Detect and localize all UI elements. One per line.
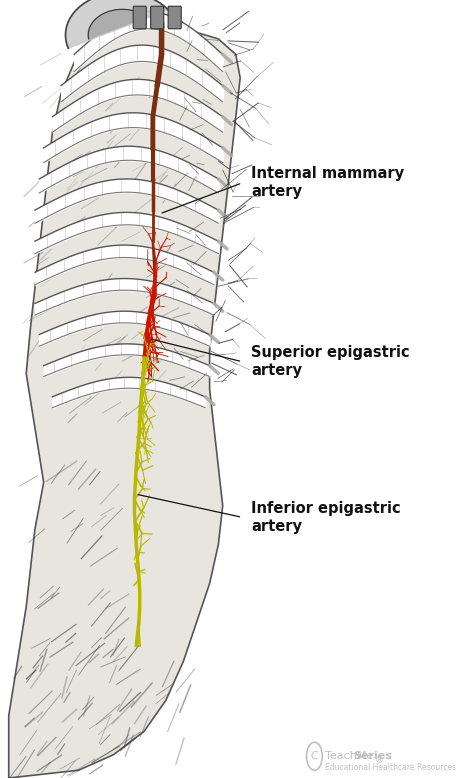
Text: Internal mammary
artery: Internal mammary artery	[251, 166, 404, 199]
Polygon shape	[65, 0, 168, 48]
Text: TeachMe: TeachMe	[325, 752, 374, 761]
FancyBboxPatch shape	[168, 6, 181, 29]
Text: Superior epigastric
artery: Superior epigastric artery	[251, 345, 410, 378]
Text: C: C	[311, 752, 318, 761]
Text: Inferior epigastric
artery: Inferior epigastric artery	[251, 501, 401, 534]
Polygon shape	[9, 16, 240, 778]
Text: Series: Series	[353, 752, 392, 761]
FancyBboxPatch shape	[133, 6, 146, 29]
Text: Educational Healthcare Resources: Educational Healthcare Resources	[325, 763, 456, 773]
Text: ®: ®	[374, 756, 383, 766]
Polygon shape	[88, 9, 146, 39]
FancyBboxPatch shape	[151, 6, 164, 29]
